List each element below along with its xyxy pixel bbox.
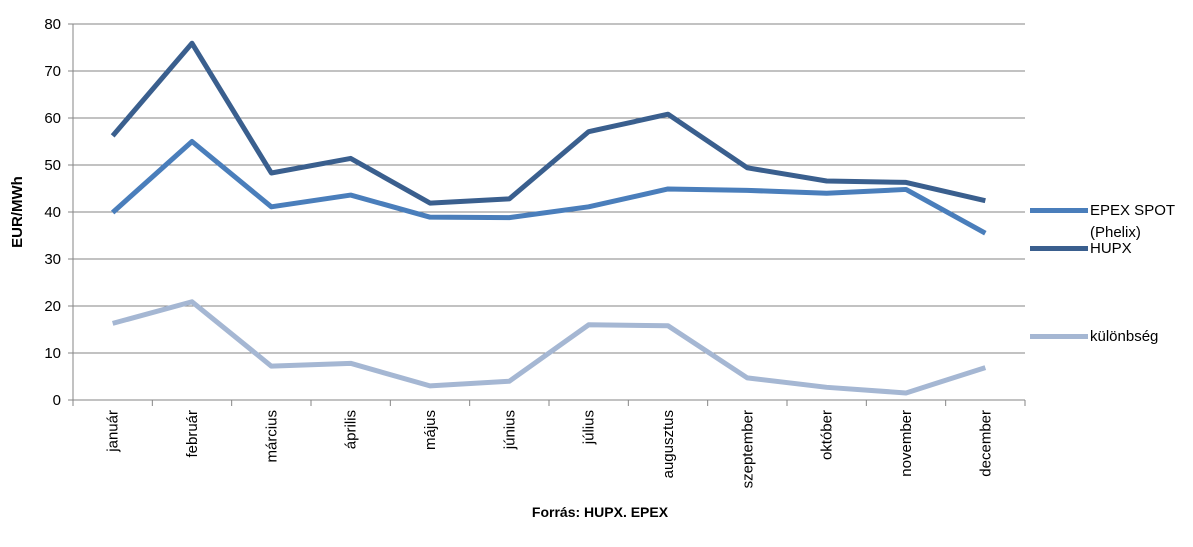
y-tick-label: 40: [44, 204, 61, 221]
x-tick-label: május: [422, 410, 439, 450]
x-tick-label: december: [977, 410, 994, 477]
legend-label: különbség: [1090, 328, 1159, 345]
x-tick-label: július: [581, 410, 598, 445]
y-tick-label: 10: [44, 345, 61, 362]
x-tick-label: június: [501, 410, 518, 450]
x-tick-label: április: [343, 410, 360, 449]
legend-item: EPEX SPOT (Phelix): [1030, 200, 1190, 244]
legend-label: EPEX SPOT (Phelix): [1090, 202, 1175, 241]
legend-swatch: [1030, 208, 1088, 213]
legend-swatch: [1030, 246, 1088, 251]
legend-swatch: [1030, 334, 1088, 339]
x-tick-label: február: [184, 410, 201, 458]
y-tick-label: 30: [44, 251, 61, 268]
legend-item: különbség: [1030, 326, 1190, 348]
y-tick-label: 0: [53, 392, 61, 409]
y-tick-label: 20: [44, 298, 61, 315]
source-note: Forrás: HUPX. EPEX: [532, 504, 669, 520]
x-tick-label: március: [263, 410, 280, 463]
y-tick-label: 70: [44, 63, 61, 80]
series-line: [112, 299, 987, 396]
x-tick-label: augusztus: [660, 410, 677, 478]
y-tick-label: 50: [44, 157, 61, 174]
y-tick-label: 80: [44, 16, 61, 33]
x-tick-label: október: [819, 410, 836, 460]
y-tick-label: 60: [44, 110, 61, 127]
y-axis-label: EUR/MWh: [9, 176, 26, 248]
x-tick-label: november: [898, 410, 915, 477]
series-line: [110, 40, 986, 206]
x-tick-label: szeptember: [739, 410, 756, 488]
legend-item: HUPX: [1030, 238, 1190, 260]
legend-label: HUPX: [1090, 240, 1132, 257]
x-tick-label: január: [105, 410, 122, 453]
series-line: [110, 139, 987, 236]
